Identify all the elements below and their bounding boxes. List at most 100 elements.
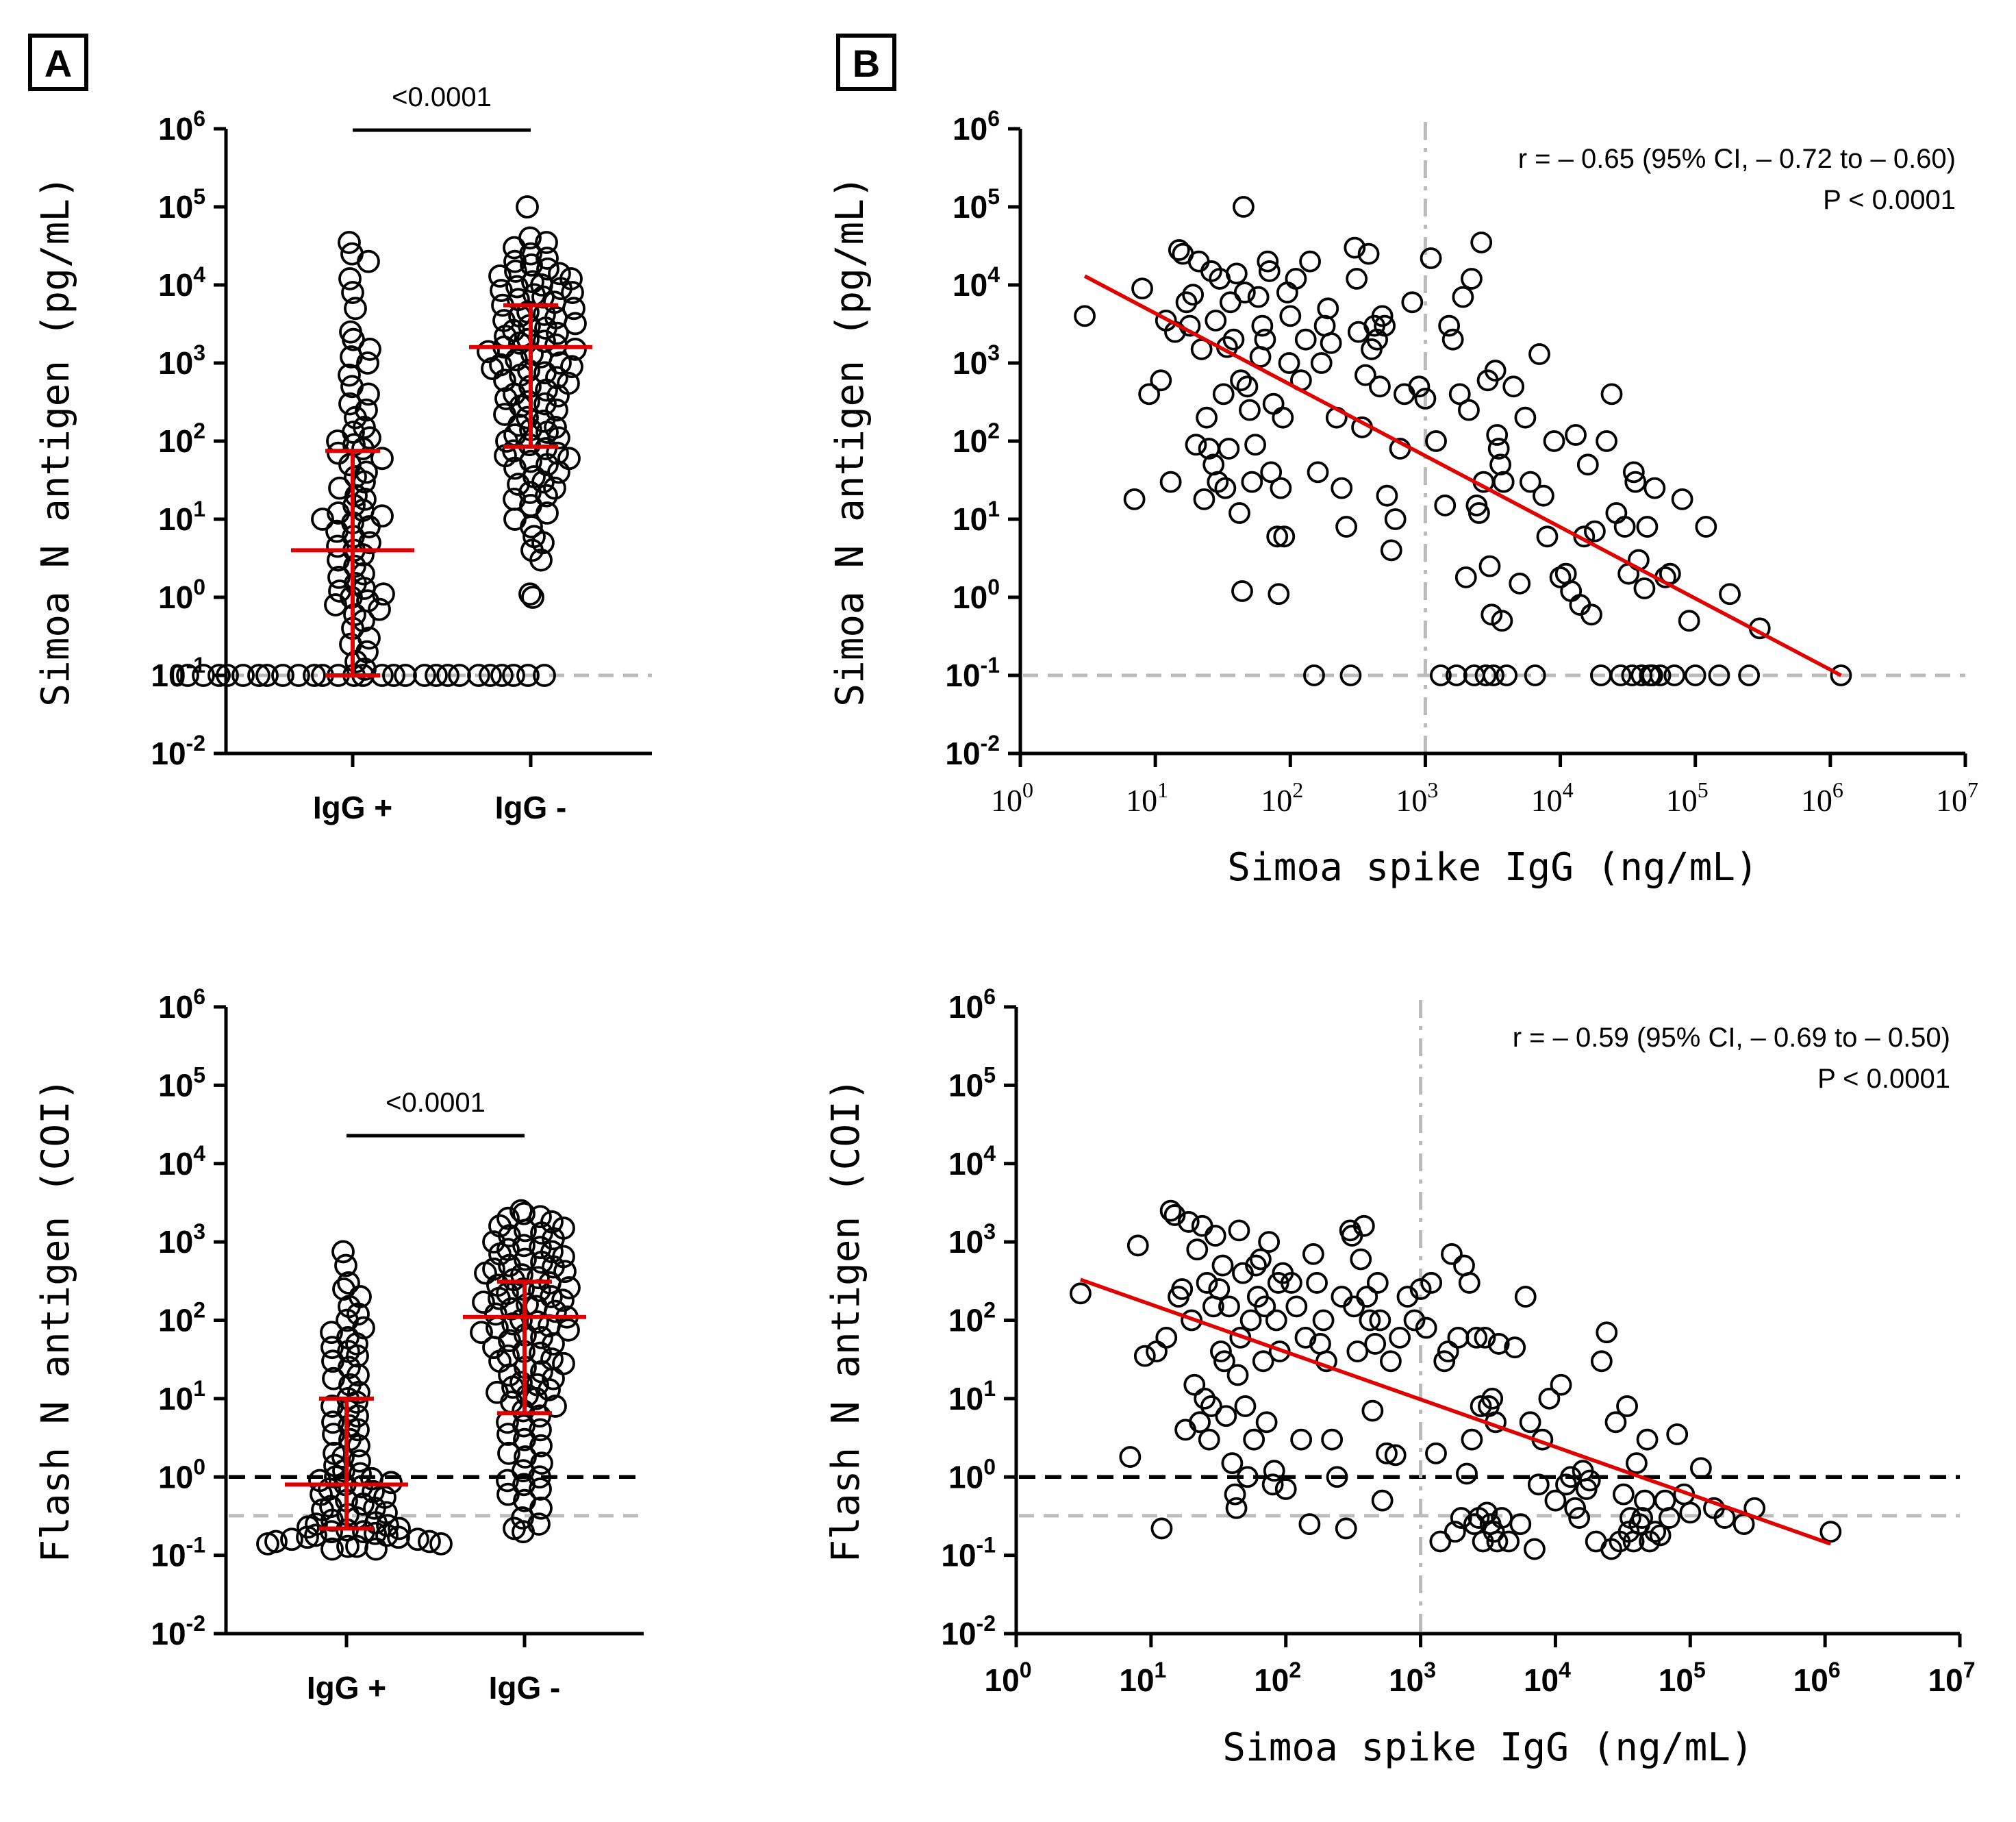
- flash-corr-point: [1225, 1497, 1248, 1519]
- flash-strip-point: [530, 1325, 553, 1349]
- simoa-corr-point: [1239, 399, 1261, 421]
- simoa-strip-y-tick-label: 10-2: [151, 731, 205, 771]
- simoa-corr-point: [1536, 525, 1559, 548]
- flash-strip-point: [496, 1423, 520, 1446]
- flash-corr-point: [1568, 1507, 1590, 1529]
- flash-strip-point: [346, 1302, 370, 1326]
- simoa-corr-point: [1643, 477, 1666, 499]
- simoa-corr-point: [1478, 555, 1501, 577]
- simoa-corr-point: [1168, 239, 1190, 261]
- flash-corr-point: [1527, 1473, 1550, 1496]
- simoa-corr-point: [1636, 516, 1659, 538]
- flash-corr-x-tick-label: 100: [985, 1658, 1032, 1698]
- simoa-corr-point: [1474, 664, 1497, 686]
- simoa-strip-point: [436, 664, 459, 687]
- flash-strip-point: [557, 1276, 581, 1299]
- flash-corr-point: [1636, 1428, 1659, 1451]
- simoa-corr-point: [1486, 424, 1509, 446]
- flash-corr-point: [1243, 1428, 1265, 1451]
- simoa-corr-point: [1565, 424, 1587, 446]
- flash-strip-point: [496, 1469, 519, 1493]
- simoa-strip-point: [535, 378, 558, 402]
- simoa-strip-point: [176, 664, 199, 687]
- simoa-corr-y-axis-title: Simoa N antigen (pg/mL): [828, 175, 872, 706]
- simoa-corr-point: [1303, 664, 1325, 686]
- simoa-corr-point: [1467, 502, 1490, 524]
- simoa-corr-y-tick-label: 105: [953, 184, 1000, 225]
- simoa-corr-point: [1445, 664, 1467, 686]
- flash-strip-point: [334, 1253, 357, 1277]
- simoa-corr-point: [1138, 383, 1161, 405]
- simoa-corr-point: [1150, 369, 1172, 392]
- flash-strip-point: [350, 1475, 373, 1499]
- flash-corr-point: [1306, 1272, 1328, 1294]
- simoa-corr-point: [1251, 314, 1274, 337]
- simoa-corr-point: [1684, 664, 1706, 686]
- simoa-strip-point: [341, 281, 364, 304]
- flash-corr-point: [1509, 1513, 1532, 1536]
- simoa-corr-point: [1596, 430, 1617, 452]
- flash-corr-point: [1294, 1326, 1317, 1349]
- simoa-corr-point: [1671, 488, 1693, 510]
- flash-strip-point: [320, 1537, 344, 1561]
- flash-strip-point: [496, 1482, 520, 1506]
- simoa-corr-point: [1175, 291, 1198, 314]
- simoa-corr-p-annotation: P < 0.0001: [1823, 185, 1956, 215]
- flash-corr-point: [1371, 1489, 1394, 1512]
- flash-corr-point: [1226, 1364, 1249, 1386]
- flash-strip-point: [542, 1255, 565, 1279]
- simoa-corr-point: [1448, 383, 1471, 405]
- flash-strip-point: [320, 1520, 343, 1544]
- flash-strip-point: [498, 1329, 521, 1353]
- flash-corr-point: [1359, 1309, 1381, 1332]
- simoa-strip-point: [327, 441, 350, 465]
- simoa-corr-point: [1285, 268, 1307, 290]
- flash-corr-point: [1213, 1350, 1235, 1373]
- simoa-corr-point: [1225, 262, 1248, 285]
- flash-strip-point: [418, 1530, 441, 1553]
- flash-corr-point: [1224, 1483, 1246, 1506]
- flash-corr-point: [1228, 1219, 1250, 1242]
- simoa-corr-point: [1320, 332, 1342, 354]
- flash-strip-point: [346, 1344, 369, 1368]
- flash-strip-point: [529, 1341, 552, 1365]
- flash-corr-point: [1441, 1243, 1463, 1265]
- flash-strip-point: [498, 1363, 521, 1387]
- flash-strip-y-tick-label: 103: [158, 1219, 205, 1260]
- simoa-strip-point: [338, 231, 361, 254]
- flash-corr-point: [1312, 1309, 1335, 1332]
- simoa-corr-point: [1074, 305, 1096, 327]
- flash-corr-y-tick-label: 10-1: [941, 1533, 996, 1573]
- flash-corr-point: [1612, 1483, 1635, 1506]
- simoa-corr-point: [1214, 477, 1237, 499]
- flash-strip-point: [512, 1520, 535, 1544]
- simoa-strip-point: [534, 437, 557, 460]
- flash-strip-point: [320, 1321, 343, 1345]
- flash-corr-point: [1258, 1231, 1281, 1253]
- flash-corr-point: [1070, 1282, 1092, 1305]
- flash-strip-point: [529, 1236, 552, 1260]
- simoa-corr-point: [1335, 516, 1357, 538]
- flash-corr-point: [1335, 1517, 1357, 1540]
- simoa-corr-y-tick-label: 102: [953, 419, 1000, 459]
- flash-corr-y-tick-label: 100: [948, 1454, 996, 1495]
- simoa-strip-point: [503, 456, 527, 480]
- simoa-strip-y-tick-label: 101: [158, 497, 205, 537]
- flash-strip-point: [304, 1523, 327, 1547]
- flash-strip-point: [472, 1290, 495, 1314]
- flash-corr-point: [1119, 1446, 1142, 1468]
- flash-strip-point: [553, 1260, 577, 1284]
- simoa-corr-point: [1369, 375, 1391, 398]
- simoa-corr-point: [1738, 664, 1761, 686]
- simoa-corr-point: [1258, 260, 1281, 282]
- flash-strip-point: [280, 1527, 303, 1551]
- simoa-strip-point: [488, 264, 512, 288]
- simoa-strip-point: [425, 664, 448, 687]
- simoa-corr-point: [1272, 406, 1294, 429]
- simoa-corr-point: [1270, 477, 1292, 499]
- flash-corr-x-tick-label: 101: [1119, 1658, 1166, 1698]
- flash-corr-regression-line: [1080, 1277, 1832, 1546]
- flash-strip-y-tick-label: 10-2: [151, 1611, 205, 1651]
- flash-strip-point: [256, 1532, 279, 1556]
- simoa-strip-point: [561, 281, 584, 304]
